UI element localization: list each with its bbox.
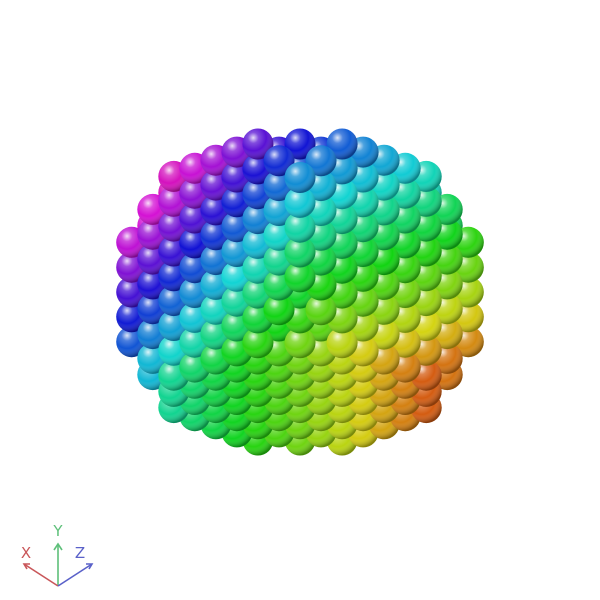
sphere-highlight xyxy=(284,162,316,193)
sphere-highlight xyxy=(305,145,337,177)
sphere-highlight xyxy=(326,327,358,359)
z-axis-icon xyxy=(57,563,94,587)
sphere-highlight xyxy=(284,211,316,243)
sphere-highlight xyxy=(284,128,316,160)
sphere-highlight xyxy=(284,236,316,268)
sphere-highlight xyxy=(263,294,295,326)
sphere-highlight xyxy=(326,128,358,160)
sphere-highlight xyxy=(305,294,337,326)
sphere-highlight xyxy=(284,327,316,359)
x-axis-label: X xyxy=(21,544,31,562)
sphere-highlight xyxy=(284,186,316,218)
z-axis-label: Z xyxy=(75,544,85,562)
y-axis-icon xyxy=(53,542,63,586)
sphere-highlight xyxy=(263,145,295,177)
sphere-highlight xyxy=(242,327,274,359)
sphere-highlight xyxy=(242,128,274,160)
axis-triad: X Y Z xyxy=(21,522,94,587)
x-axis-icon xyxy=(22,563,59,587)
sphere-group xyxy=(116,128,484,456)
y-axis-label: Y xyxy=(52,522,63,540)
sphere-highlight xyxy=(284,261,316,293)
